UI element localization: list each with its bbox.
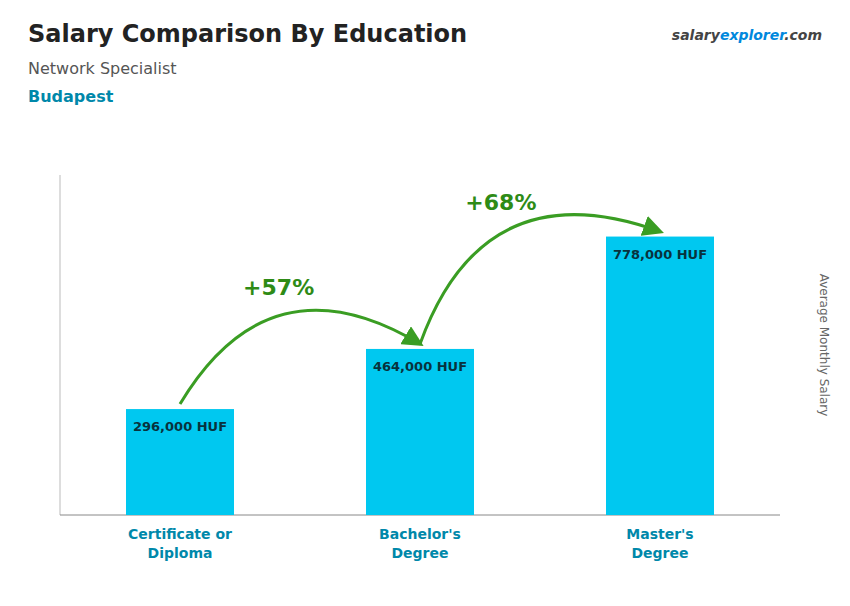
growth-label: +57% xyxy=(243,275,314,300)
y-axis-label: Average Monthly Salary xyxy=(817,274,831,417)
x-tick-label: Master's Degree xyxy=(626,526,693,561)
growth-label: +68% xyxy=(465,190,536,215)
x-tick-label-line: Certificate or xyxy=(128,526,232,542)
data-label: 296,000 HUF xyxy=(133,419,227,434)
bar xyxy=(606,237,714,515)
bar xyxy=(126,409,234,515)
chart-container: Salary Comparison By Education Network Sp… xyxy=(0,0,850,606)
watermark-part: .com xyxy=(784,27,822,43)
watermark: salaryexplorer.com xyxy=(672,27,822,43)
x-tick-label-line: Bachelor's xyxy=(379,526,461,542)
growth-arrow xyxy=(180,310,420,404)
data-label: 778,000 HUF xyxy=(613,247,707,262)
location: Budapest xyxy=(28,87,114,106)
subtitle: Network Specialist xyxy=(28,59,177,78)
data-label: 464,000 HUF xyxy=(373,359,467,374)
y-axis-line xyxy=(60,175,61,515)
x-tick-label: Bachelor's Degree xyxy=(379,526,461,561)
x-tick-label-line: Master's xyxy=(626,526,693,542)
title: Salary Comparison By Education xyxy=(28,20,467,48)
x-tick-label: Certificate or Diploma xyxy=(128,526,232,561)
growth-arrow xyxy=(420,215,660,344)
bars xyxy=(126,237,714,515)
chart: Salary Comparison By Education Network Sp… xyxy=(0,0,850,606)
x-tick-label-line: Degree xyxy=(631,545,688,561)
x-tick-label-line: Diploma xyxy=(148,545,213,561)
x-tick-label-line: Degree xyxy=(391,545,448,561)
watermark-part: salary xyxy=(672,27,721,43)
bar xyxy=(366,349,474,515)
watermark-part: explorer xyxy=(720,27,787,43)
